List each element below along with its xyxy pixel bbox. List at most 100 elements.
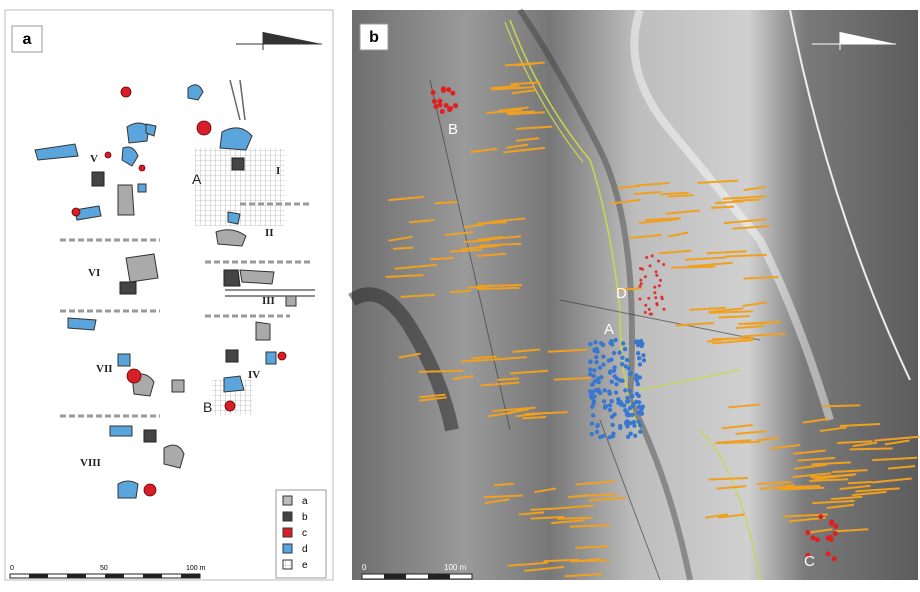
area-label: VIII <box>80 457 101 469</box>
red-point <box>638 284 642 288</box>
orange-line <box>479 242 522 247</box>
dashed-lines <box>60 202 310 418</box>
blue-point <box>627 388 633 394</box>
orange-line <box>792 472 832 479</box>
scale-bar: 0 100 m <box>361 563 473 580</box>
orange-line <box>400 293 435 298</box>
blue-point <box>641 358 647 363</box>
orange-line <box>847 480 873 485</box>
red-point <box>655 273 659 277</box>
scale-label: 0 <box>10 565 14 572</box>
red-point <box>659 278 663 282</box>
blue-point <box>625 395 630 401</box>
orange-line <box>575 558 601 563</box>
blue-point <box>617 350 622 355</box>
blue-point <box>607 403 613 408</box>
legend-label: a <box>302 496 308 507</box>
red-point <box>662 263 666 267</box>
orange-line <box>723 218 767 225</box>
blue-point <box>620 355 625 360</box>
red-point <box>640 267 644 271</box>
orange-line <box>852 441 878 448</box>
orange-line <box>516 137 540 142</box>
area-label: II <box>265 227 274 239</box>
blue-point <box>603 403 609 409</box>
blue-point <box>636 419 641 425</box>
orange-line <box>743 275 779 280</box>
orange-lines <box>385 61 920 578</box>
orange-line <box>430 257 454 261</box>
orange-line <box>509 369 549 375</box>
orange-line <box>706 250 747 255</box>
red-point <box>814 537 820 543</box>
orange-line <box>832 469 868 474</box>
orange-line <box>839 484 871 491</box>
red-point <box>639 282 643 286</box>
red-point <box>437 102 443 108</box>
orange-line <box>506 143 529 149</box>
orange-line <box>589 496 626 502</box>
blue-point <box>611 368 617 374</box>
orange-line <box>660 191 689 196</box>
blue-point <box>607 370 613 375</box>
orange-line <box>516 125 553 130</box>
orange-line <box>797 456 836 462</box>
blue-point <box>609 398 614 404</box>
orange-line <box>575 480 615 486</box>
blue-point <box>637 423 643 428</box>
blue-point <box>597 390 603 396</box>
blue-point <box>619 361 625 367</box>
red-point <box>648 312 652 316</box>
blue-point <box>590 413 596 418</box>
panel-label-box <box>359 23 389 51</box>
area-label: VII <box>96 363 113 375</box>
blue-point <box>602 388 607 393</box>
blue-point <box>594 387 599 393</box>
scale-label: 50 <box>100 565 108 572</box>
north-arrow <box>236 32 322 50</box>
blue-point <box>591 373 596 379</box>
orange-line <box>449 248 483 253</box>
orange-line <box>489 217 526 223</box>
orange-line <box>503 147 537 154</box>
orange-line <box>419 393 446 399</box>
site-label: A <box>604 321 614 338</box>
orange-line <box>742 301 768 307</box>
blue-point <box>625 434 631 439</box>
orange-line <box>512 348 541 353</box>
blue-point <box>634 373 639 378</box>
orange-line <box>477 252 507 257</box>
blue-point <box>641 353 646 358</box>
orange-line <box>637 182 670 187</box>
red-point <box>443 102 449 108</box>
orange-line <box>727 403 760 409</box>
orange-line <box>524 565 565 572</box>
orange-line <box>385 274 424 278</box>
blue-point <box>623 408 628 413</box>
orange-line <box>511 89 536 95</box>
red-point <box>825 551 831 557</box>
orange-line <box>515 61 545 67</box>
red-point <box>450 90 456 96</box>
orange-line <box>617 184 641 189</box>
red-point <box>657 259 661 263</box>
blue-point <box>595 378 601 383</box>
orange-line <box>822 404 861 408</box>
orange-line <box>802 417 829 424</box>
orange-line <box>461 244 499 250</box>
orange-line <box>811 461 851 466</box>
orange-line <box>849 447 893 451</box>
blue-point <box>624 399 630 404</box>
orange-line <box>530 507 557 511</box>
red-point <box>644 303 648 307</box>
orange-line <box>793 449 826 455</box>
blue-point <box>633 376 639 381</box>
north-arrow <box>812 32 896 50</box>
orange-line <box>534 487 557 494</box>
orange-line <box>547 348 588 353</box>
area-label: IV <box>248 369 260 381</box>
orange-line <box>725 253 767 258</box>
blue-point <box>589 382 595 387</box>
